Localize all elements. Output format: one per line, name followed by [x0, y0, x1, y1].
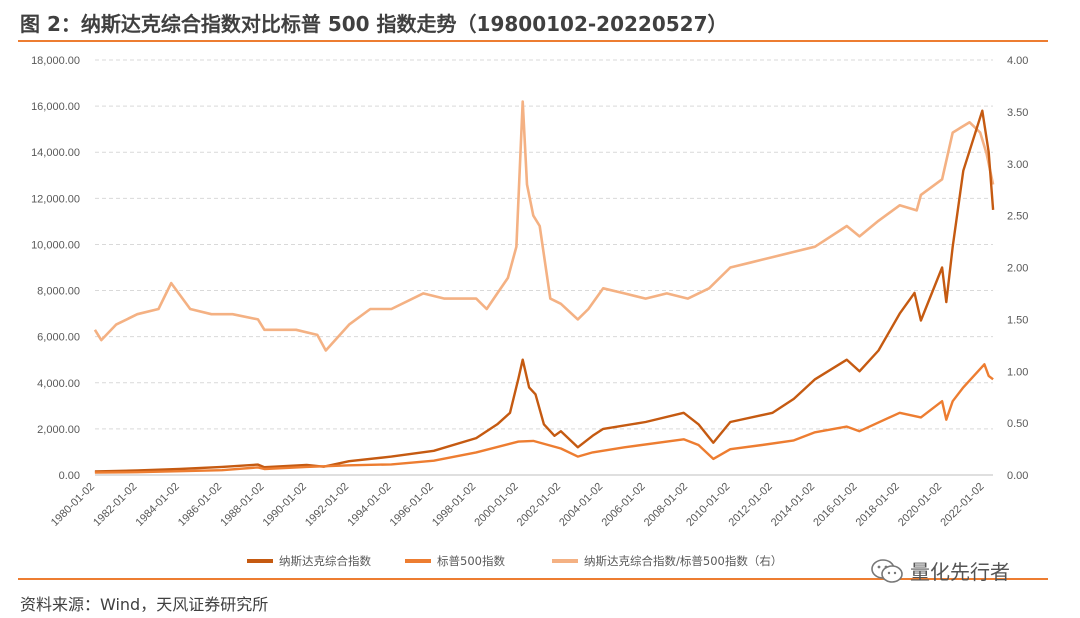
x-tick-label: 2018-01-02 [854, 481, 902, 529]
right-tick-label: 0.50 [1007, 418, 1028, 430]
x-tick-label: 2016-01-02 [811, 481, 859, 529]
left-tick-label: 8,000.00 [37, 286, 80, 298]
left-tick-label: 4,000.00 [37, 378, 80, 390]
series-ratio-line [93, 100, 995, 352]
right-tick-label: 4.00 [1007, 55, 1028, 67]
legend: 纳斯达克综合指数 标普500指数 纳斯达克综合指数/标普500指数（右） [247, 554, 782, 568]
series-layer [93, 100, 995, 474]
top-rule [18, 40, 1048, 42]
grid-lines [95, 59, 993, 430]
x-tick-label: 1984-01-02 [134, 481, 182, 529]
legend-label: 标普500指数 [437, 554, 505, 568]
series-nasdaq-line [94, 109, 995, 473]
x-tick-label: 1998-01-02 [430, 481, 478, 529]
x-tick-label: 2010-01-02 [684, 481, 732, 529]
x-tick-label: 2014-01-02 [769, 481, 817, 529]
left-tick-label: 12,000.00 [31, 193, 80, 205]
x-tick-label: 2002-01-02 [515, 481, 563, 529]
left-tick-label: 0.00 [59, 470, 80, 482]
watermark-text: 量化先行者 [910, 560, 1010, 584]
x-tick-label: 2004-01-02 [557, 481, 605, 529]
x-tick-label: 1988-01-02 [218, 481, 266, 529]
x-tick-label: 2022-01-02 [938, 481, 986, 529]
left-tick-label: 14,000.00 [31, 147, 80, 159]
right-tick-label: 3.00 [1007, 159, 1028, 171]
chart-canvas: 0.00 2,000.00 4,000.00 6,000.00 8,000.00 10,0… [31, 55, 1028, 568]
x-tick-label: 1994-01-02 [345, 481, 393, 529]
x-tick-label: 1986-01-02 [176, 481, 224, 529]
x-tick-label: 2006-01-02 [599, 481, 647, 529]
x-tick-label: 1982-01-02 [91, 481, 139, 529]
right-tick-label: 2.00 [1007, 263, 1028, 275]
x-tick-label: 1980-01-02 [49, 481, 97, 529]
right-tick-label: 0.00 [1007, 470, 1028, 482]
legend-label: 纳斯达克综合指数/标普500指数（右） [584, 554, 782, 568]
left-tick-label: 10,000.00 [31, 239, 80, 251]
x-tick-label: 1990-01-02 [261, 481, 309, 529]
wechat-icon [871, 558, 903, 583]
right-tick-label: 1.50 [1007, 314, 1028, 326]
source-note: 资料来源：Wind，天风证券研究所 [20, 595, 269, 614]
right-tick-label: 2.50 [1007, 211, 1028, 223]
right-tick-label: 1.00 [1007, 366, 1028, 378]
series-sp500-line [94, 363, 994, 474]
right-tick-label: 3.50 [1007, 107, 1028, 119]
left-axis-ticks: 0.00 2,000.00 4,000.00 6,000.00 8,000.00 10,0… [31, 55, 80, 482]
figure-title: 图 2：纳斯达克综合指数对比标普 500 指数走势（19800102-20220… [20, 12, 728, 36]
x-tick-label: 1996-01-02 [388, 481, 436, 529]
x-tick-label: 2000-01-02 [472, 481, 520, 529]
left-tick-label: 16,000.00 [31, 101, 80, 113]
left-tick-label: 2,000.00 [37, 424, 80, 436]
x-tick-label: 1992-01-02 [303, 481, 351, 529]
right-axis-ticks: 0.00 0.50 1.00 1.50 2.00 2.50 3.00 3.50 4.00 [1007, 55, 1028, 482]
x-tick-label: 2012-01-02 [727, 481, 775, 529]
x-tick-label: 2008-01-02 [642, 481, 690, 529]
legend-label: 纳斯达克综合指数 [279, 554, 371, 568]
watermark: 量化先行者 [870, 556, 1010, 585]
left-tick-label: 18,000.00 [31, 55, 80, 67]
x-tick-label: 2020-01-02 [896, 481, 944, 529]
x-axis-ticks: 1980-01-021982-01-021984-01-021986-01-02… [49, 481, 987, 529]
left-tick-label: 6,000.00 [37, 332, 80, 344]
bottom-rule [18, 578, 1048, 580]
